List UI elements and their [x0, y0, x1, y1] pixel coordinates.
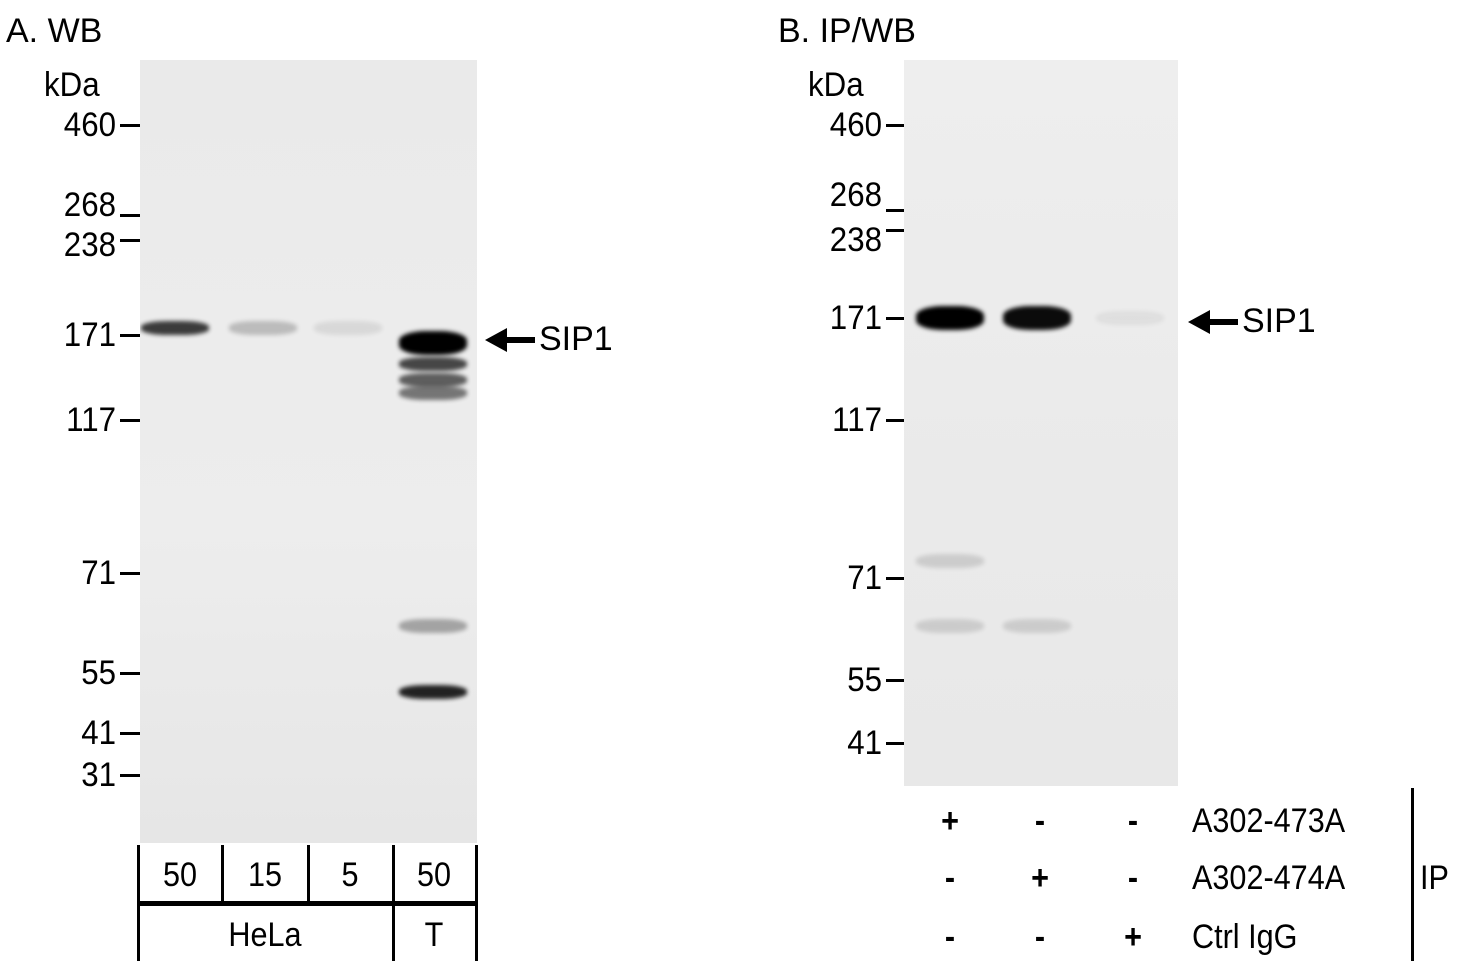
load-label: 15: [247, 856, 283, 894]
divider: [307, 845, 310, 903]
ip-sign: -: [1034, 918, 1046, 956]
ip-sign: +: [941, 802, 959, 840]
arrow-left-icon: [1188, 309, 1238, 334]
ip-row-label: A302-474A: [1192, 859, 1346, 897]
panel-a-marker-tick: [120, 334, 140, 337]
panel-b-target-label: SIP1: [1242, 302, 1316, 340]
arrow-left-icon: [485, 327, 535, 352]
panel-b-marker-tick: [886, 229, 904, 232]
load-label: 50: [416, 856, 452, 894]
panel-b-band: [1096, 311, 1164, 325]
panel-a-marker-tick: [120, 124, 140, 127]
divider: [1411, 788, 1414, 961]
cell-line-label: T: [424, 916, 444, 954]
panel-b-marker-tick: [886, 742, 904, 745]
panel-b-band: [1003, 306, 1071, 330]
panel-b-title: B. IP/WB: [778, 12, 916, 50]
ip-sign: -: [944, 918, 956, 956]
panel-b-band: [916, 306, 984, 330]
panel-a-band: [399, 357, 467, 372]
panel-a-title: A. WB: [6, 12, 103, 50]
panel-b-marker-label: 171: [829, 299, 882, 337]
panel-a-marker-tick: [120, 214, 140, 217]
panel-a-unit: kDa: [44, 66, 100, 104]
panel-a-target-arrow: SIP1: [485, 320, 613, 359]
panel-b-band: [916, 618, 984, 633]
panel-a-marker-tick: [120, 732, 140, 735]
panel-a-band: [314, 321, 382, 336]
panel-b-marker-label: 117: [832, 401, 882, 439]
panel-b-band: [1003, 618, 1071, 633]
panel-a-marker-tick: [120, 419, 140, 422]
panel-a-marker-label: 41: [81, 714, 116, 752]
divider: [221, 845, 224, 903]
panel-a-band: [399, 372, 467, 387]
panel-a-blot: [140, 60, 477, 843]
ip-sign: +: [1031, 859, 1049, 897]
ip-sign: -: [1127, 859, 1139, 897]
ip-sign: -: [1127, 802, 1139, 840]
panel-b-marker-label: 41: [847, 724, 882, 762]
cell-line-label: HeLa: [228, 916, 302, 954]
ip-sign: +: [1124, 918, 1142, 956]
panel-a-band: [229, 321, 297, 336]
panel-b-marker-label: 71: [847, 559, 882, 597]
panel-a-band: [399, 685, 467, 700]
ip-row-label: Ctrl IgG: [1192, 918, 1298, 956]
divider: [137, 901, 478, 906]
ip-sign: -: [1034, 802, 1046, 840]
ip-sign: -: [944, 859, 956, 897]
panel-b-marker-label: 55: [847, 661, 882, 699]
panel-b-marker-tick: [886, 679, 904, 682]
panel-a-marker-tick: [120, 672, 140, 675]
panel-a-marker-tick: [120, 774, 140, 777]
panel-a-marker-tick: [120, 572, 140, 575]
panel-a-marker-label: 117: [66, 401, 116, 439]
panel-a-band: [399, 619, 467, 634]
panel-a-marker-label: 71: [81, 554, 116, 592]
panel-a-target-label: SIP1: [539, 320, 613, 358]
panel-a-marker-label: 31: [81, 756, 116, 794]
load-label: 5: [341, 856, 359, 894]
panel-b-marker-tick: [886, 317, 904, 320]
panel-a-band: [141, 321, 209, 336]
panel-b-marker-tick: [886, 419, 904, 422]
panel-b-marker-label: 238: [829, 221, 882, 259]
panel-a-band: [399, 331, 467, 355]
panel-a-marker-label: 55: [81, 654, 116, 692]
panel-a-marker-label: 460: [63, 106, 116, 144]
ip-group-label: IP: [1420, 859, 1449, 897]
panel-b-band: [916, 553, 984, 568]
panel-a-marker-label: 268: [63, 186, 116, 224]
panel-b-blot: [904, 60, 1178, 786]
panel-a-marker-tick: [120, 239, 140, 242]
panel-b-marker-label: 460: [829, 106, 882, 144]
ip-row-label: A302-473A: [1192, 802, 1346, 840]
panel-b-target-arrow: SIP1: [1188, 302, 1316, 341]
panel-a-band: [399, 385, 467, 400]
panel-b-marker-tick: [886, 577, 904, 580]
panel-b-marker-tick: [886, 209, 904, 212]
load-label: 50: [162, 856, 198, 894]
panel-a-marker-label: 171: [63, 316, 116, 354]
panel-b-marker-label: 268: [829, 176, 882, 214]
panel-a-marker-label: 238: [63, 226, 116, 264]
panel-b-unit: kDa: [808, 66, 864, 104]
panel-b-marker-tick: [886, 124, 904, 127]
